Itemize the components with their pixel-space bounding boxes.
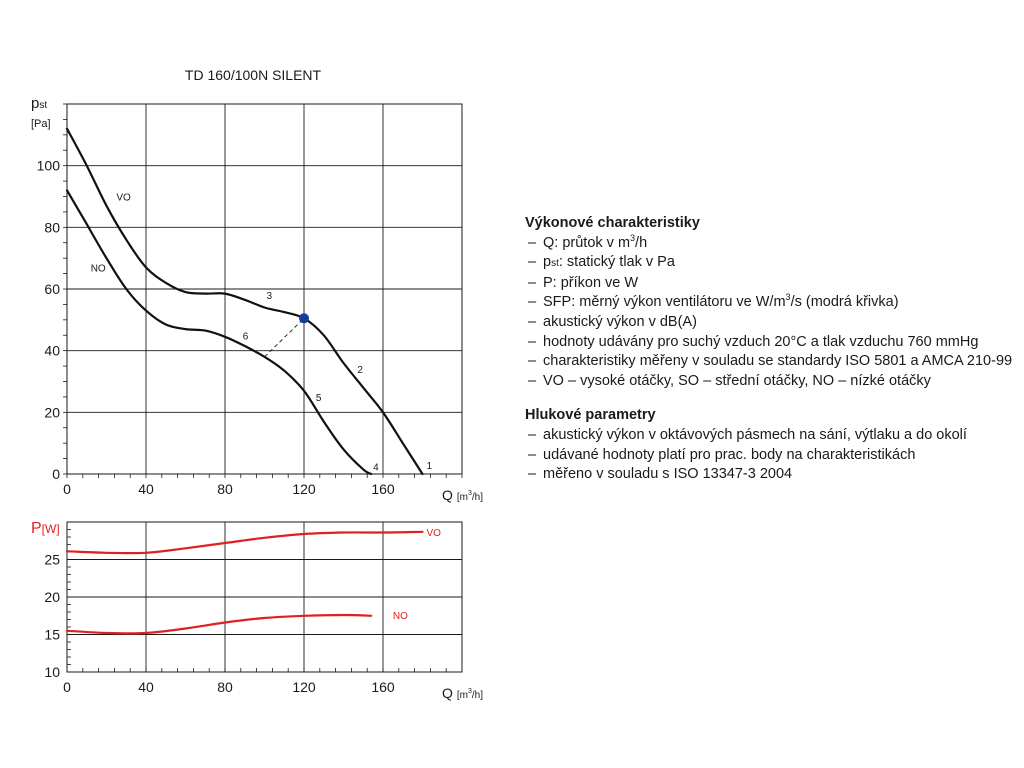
point-label: 4 — [373, 462, 379, 473]
y-axis-label-main: p — [31, 95, 39, 112]
legend-item-superscript: 3 — [630, 232, 636, 243]
y-tick-label: 25 — [44, 552, 60, 568]
x-tick-label: 120 — [292, 679, 316, 695]
series-line-no — [65, 613, 373, 635]
legend-item-text: p — [543, 254, 552, 271]
legend-item-text-end: /s (modrá křivka) — [790, 294, 899, 311]
series-line-no — [65, 189, 373, 476]
y-tick-label: 15 — [44, 627, 60, 643]
y-tick-label: 80 — [44, 219, 60, 235]
legend-item: P: příkon ve W — [525, 274, 1015, 294]
y-axis-label: pst — [31, 95, 47, 112]
series-label: VO — [426, 528, 441, 539]
legend-item: akustický výkon v dB(A) — [525, 313, 1015, 333]
x-tick-label: 40 — [138, 679, 154, 695]
chart-title: TD 160/100N SILENT — [185, 67, 322, 83]
x-tick-label: 120 — [292, 481, 316, 497]
point-label: 2 — [357, 365, 363, 376]
legend-item: měřeno v souladu s ISO 13347-3 2004 — [525, 465, 1015, 485]
legend-item: VO – vysoké otáčky, SO – střední otáčky,… — [525, 372, 1015, 392]
y-tick-label: 10 — [44, 664, 60, 680]
y-axis-unit: [Pa] — [31, 118, 51, 130]
legend-item-text: akustický výkon v dB(A) — [543, 313, 697, 330]
legend-item-text: hodnoty udávány pro suchý vzduch 20°C a … — [543, 333, 979, 350]
series-line-vo — [65, 127, 424, 476]
x-axis-label: Q [m3/h] — [442, 487, 483, 503]
x-axis-unit: [m — [457, 492, 468, 503]
series-line-vo — [65, 530, 424, 555]
legend-item: hodnoty udávány pro suchý vzduch 20°C a … — [525, 333, 1015, 353]
legend-item-text: VO – vysoké otáčky, SO – střední otáčky,… — [543, 372, 931, 389]
legend-item-text: SFP: měrný výkon ventilátoru ve W/m — [543, 294, 786, 311]
operating-point — [299, 313, 309, 324]
point-label: 5 — [316, 393, 322, 404]
x-tick-label: 160 — [371, 679, 395, 695]
legend-item: charakteristiky měřeny v souladu se stan… — [525, 352, 1015, 372]
legend-item-text-end: /h — [635, 234, 648, 251]
y-axis-unit: [W] — [42, 522, 60, 536]
point-label: 6 — [243, 331, 249, 342]
legend-item: SFP: měrný výkon ventilátoru ve W/m3/s (… — [525, 293, 1015, 313]
legend-item: akustický výkon v oktávových pásmech na … — [525, 426, 1015, 446]
y-tick-label: 40 — [44, 343, 60, 359]
legend-item-text: P: příkon ve W — [543, 274, 639, 291]
legend-item-text: charakteristiky měřeny v souladu se stan… — [543, 353, 1013, 370]
point-label: 1 — [426, 461, 432, 472]
grid — [66, 103, 463, 475]
legend-item: udávané hodnoty platí pro prac. body na … — [525, 446, 1015, 466]
x-axis-unit-sup: 3 — [468, 688, 472, 695]
grid — [66, 521, 463, 673]
series-label: NO — [393, 611, 408, 622]
legend-heading-performance: Výkonové charakteristiky — [525, 215, 700, 231]
legend-item-text: akustický výkon v oktávových pásmech na … — [543, 426, 967, 443]
dashed-connector — [264, 317, 305, 358]
x-axis-label-main: Q — [442, 685, 453, 701]
x-tick-label: 0 — [63, 481, 71, 497]
series-label: VO — [116, 193, 131, 204]
x-axis-unit-sup: 3 — [468, 490, 472, 497]
x-axis-unit-end: /h] — [472, 690, 483, 701]
legend-item-subscript: st — [551, 258, 559, 270]
x-axis-label-main: Q — [442, 487, 453, 503]
power-chart: 0 40 80 120 160 10 15 20 25 Q [m3/h] VO NO P[W] — [31, 520, 483, 701]
noise-list: akustický výkon v oktávových pásmech na … — [525, 426, 1015, 485]
minor-ticks — [63, 103, 463, 478]
legend-heading-noise: Hlukové parametry — [525, 407, 656, 424]
y-tick-label: 20 — [44, 589, 60, 605]
legend-item: pst: statický tlak v Pa — [525, 253, 1015, 274]
x-axis-label: Q [m3/h] — [442, 685, 483, 701]
series-label: NO — [91, 263, 106, 274]
y-axis-label-main: P — [31, 520, 42, 537]
y-tick-label: 0 — [52, 466, 60, 482]
y-axis-label-sub: st — [39, 100, 47, 111]
y-tick-label: 20 — [44, 404, 60, 420]
x-tick-label: 0 — [63, 679, 71, 695]
legend-item-text: měřeno v souladu s ISO 13347-3 2004 — [543, 466, 793, 483]
legend-item-superscript: 3 — [785, 292, 791, 303]
legend-item-text: udávané hodnoty platí pro prac. body na … — [543, 446, 916, 463]
performance-list: Q: průtok v m3/hpst: statický tlak v PaP… — [525, 232, 1015, 392]
x-tick-label: 80 — [217, 679, 233, 695]
legend-item: Q: průtok v m3/h — [525, 232, 1015, 254]
x-axis-unit-end: /h] — [472, 492, 483, 503]
legend-item-text-end: : statický tlak v Pa — [558, 254, 675, 271]
x-tick-label: 40 — [138, 481, 154, 497]
x-tick-label: 80 — [217, 481, 233, 497]
y-tick-label: 60 — [44, 281, 60, 297]
x-tick-label: 160 — [371, 481, 395, 497]
point-label: 3 — [266, 291, 272, 302]
y-tick-label: 100 — [37, 158, 61, 174]
y-axis-label: P[W] — [31, 520, 60, 537]
legend-item-text: Q: průtok v m — [543, 234, 631, 251]
x-axis-unit: [m — [457, 690, 468, 701]
legend-panel: Výkonové charakteristiky Q: průtok v m3/… — [525, 214, 1015, 485]
